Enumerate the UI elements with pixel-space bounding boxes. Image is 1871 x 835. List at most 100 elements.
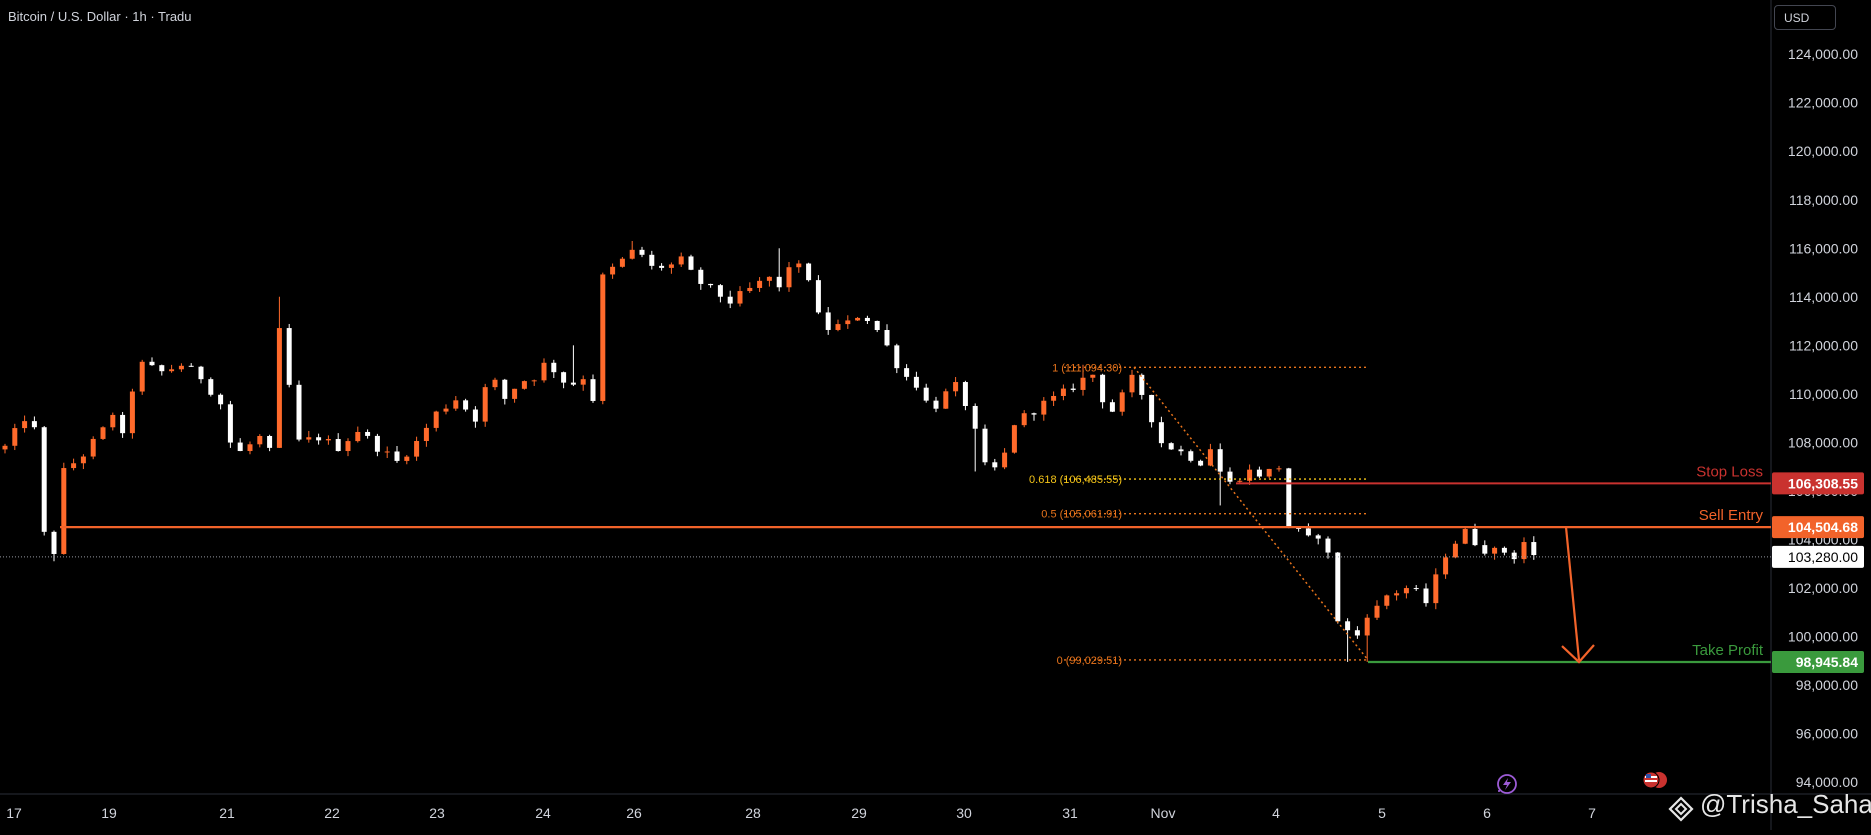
candle-body[interactable] [100,427,106,439]
candle-body[interactable] [815,280,821,313]
candle-body[interactable] [1452,543,1458,558]
candle-body[interactable] [61,468,67,554]
take-profit-price-badge-bg[interactable] [1772,651,1864,674]
candle-body[interactable] [394,451,400,461]
candle-body[interactable] [1384,595,1390,606]
candle-body[interactable] [1031,413,1037,415]
candle-body[interactable] [198,366,204,380]
candle-body[interactable] [1119,392,1125,412]
candle-body[interactable] [962,382,968,406]
candle-body[interactable] [1266,468,1272,477]
candle-body[interactable] [972,405,978,429]
candle-body[interactable] [1335,552,1341,622]
candle-body[interactable] [365,431,371,436]
candle-body[interactable] [561,372,567,383]
candle-body[interactable] [757,280,763,288]
candle-body[interactable] [659,265,665,268]
candle-body[interactable] [316,437,322,441]
candle-body[interactable] [923,387,929,401]
candle-body[interactable] [737,291,743,304]
candle-body[interactable] [786,267,792,288]
candle-body[interactable] [698,269,704,284]
candle-body[interactable] [139,361,145,392]
candle-body[interactable] [1051,395,1057,401]
candle-body[interactable] [953,382,959,392]
candle-body[interactable] [1413,588,1419,590]
candle-body[interactable] [766,276,772,281]
candle-body[interactable] [1394,593,1400,596]
candle-body[interactable] [1364,617,1370,636]
candle-body[interactable] [208,379,214,395]
candle-body[interactable] [178,365,184,370]
candle-body[interactable] [51,531,57,554]
candle-body[interactable] [913,376,919,388]
candle-body[interactable] [110,414,116,428]
candle-body[interactable] [1296,527,1302,529]
candle-body[interactable] [796,263,802,268]
candle-body[interactable] [1511,552,1517,560]
candle-body[interactable] [1129,374,1135,393]
candle-body[interactable] [835,324,841,330]
candle-body[interactable] [1403,588,1409,594]
candle-body[interactable] [982,428,988,463]
candle-body[interactable] [257,435,263,445]
candle-body[interactable] [541,362,547,381]
currency-button[interactable]: USD [1774,5,1836,30]
candle-body[interactable] [129,391,135,434]
candle-body[interactable] [590,379,596,401]
candle-body[interactable] [463,400,469,410]
candle-body[interactable] [570,382,576,385]
candle-body[interactable] [12,428,18,446]
candle-body[interactable] [747,287,753,292]
candle-body[interactable] [472,409,478,422]
candle-body[interactable] [1531,542,1537,556]
candle-body[interactable] [688,256,694,270]
candle-body[interactable] [1315,535,1321,539]
candle-body[interactable] [2,445,8,450]
candle-body[interactable] [1041,400,1047,415]
candle-body[interactable] [1060,388,1066,396]
candle-body[interactable] [1100,374,1106,403]
projection-arrow-line[interactable] [1564,527,1581,661]
candle-body[interactable] [864,317,870,321]
candle-body[interactable] [423,427,429,442]
candle-body[interactable] [237,442,243,452]
candle-body[interactable] [374,435,380,452]
candle-body[interactable] [296,384,302,440]
candle-body[interactable] [325,439,331,441]
candle-body[interactable] [727,296,733,304]
candle-body[interactable] [1354,630,1360,636]
candle-body[interactable] [1443,557,1449,575]
candle-body[interactable] [904,368,910,377]
candle-body[interactable] [1011,425,1017,453]
candle-body[interactable] [1462,528,1468,544]
candle-body[interactable] [855,317,861,321]
candle-body[interactable] [619,258,625,267]
candle-body[interactable] [1178,449,1184,452]
candle-body[interactable] [1227,471,1233,482]
candle-body[interactable] [884,330,890,346]
candle-body[interactable] [1021,413,1027,426]
candle-body[interactable] [600,274,606,401]
candle-body[interactable] [41,427,47,532]
candle-body[interactable] [717,285,723,297]
candle-body[interactable] [22,421,28,429]
candle-body[interactable] [159,365,165,372]
candle-body[interactable] [1217,449,1223,472]
candle-body[interactable] [551,362,557,373]
candle-body[interactable] [1482,545,1488,554]
candle-body[interactable] [80,456,86,464]
candle-body[interactable] [521,381,527,389]
candle-body[interactable] [443,408,449,412]
current-price-badge-bg[interactable] [1772,545,1864,568]
candle-body[interactable] [610,266,616,275]
candle-body[interactable] [943,391,949,409]
candle-body[interactable] [708,283,714,286]
candle-body[interactable] [267,435,273,448]
candle-body[interactable] [1325,538,1331,553]
candle-body[interactable] [1276,468,1282,470]
candle-body[interactable] [71,463,77,469]
candle-body[interactable] [639,249,645,255]
